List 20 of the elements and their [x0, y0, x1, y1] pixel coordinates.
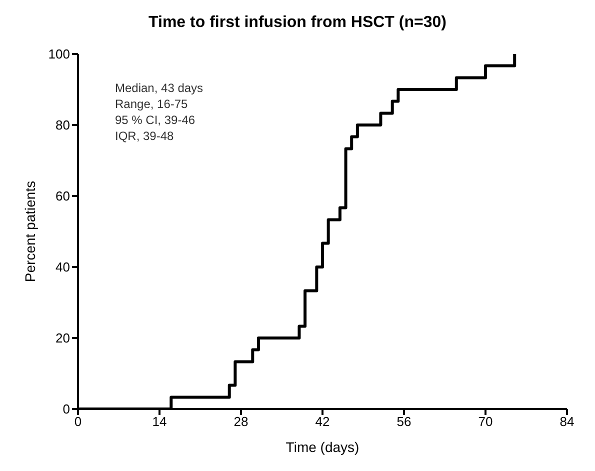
y-tick-label: 40 — [56, 260, 70, 275]
y-tick-label: 60 — [56, 188, 70, 204]
x-tick-label: 70 — [478, 414, 493, 430]
x-tick-label: 28 — [234, 414, 248, 430]
x-tick-label: 42 — [315, 414, 330, 430]
y-tick-label: 100 — [48, 46, 70, 62]
y-tick-label: 0 — [62, 402, 70, 417]
y-tick-label: 20 — [56, 330, 70, 346]
y-tick-label: 80 — [56, 118, 70, 133]
x-tick-label: 14 — [152, 414, 167, 430]
annotation: Median, 43 days — [115, 80, 204, 96]
annotation: IQR, 39-48 — [115, 128, 175, 144]
x-tick-label: 84 — [560, 414, 574, 430]
y-axis-title: Percent patients — [22, 180, 38, 282]
annotation: 95 % CI, 39-46 — [115, 112, 196, 128]
annotation: Range, 16-75 — [115, 96, 189, 112]
x-axis-title: Time (days) — [286, 439, 360, 455]
x-tick-label: 56 — [396, 414, 412, 430]
x-tick-label: 0 — [74, 414, 82, 430]
chart-title: Time to first infusion from HSCT (n=30) — [148, 13, 448, 33]
